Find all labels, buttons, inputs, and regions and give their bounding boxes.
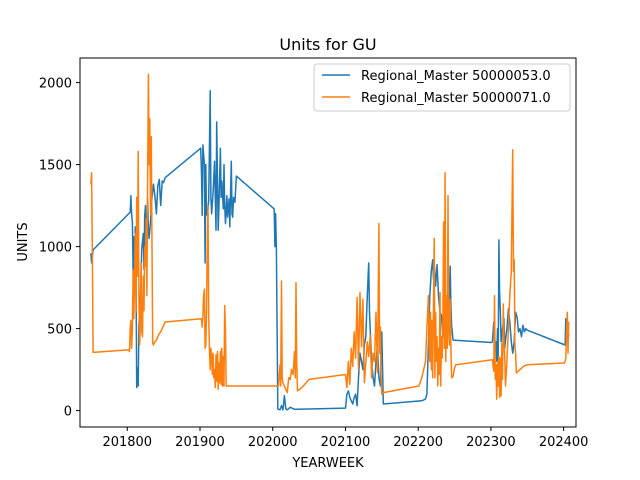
x-tick-label: 202300 bbox=[466, 435, 516, 450]
legend-box bbox=[313, 63, 571, 112]
y-tick-label: 1500 bbox=[39, 159, 72, 174]
legend-label-1: Regional_Master 50000053.0 bbox=[361, 69, 551, 84]
x-tick-label: 202200 bbox=[393, 435, 443, 450]
series-lines bbox=[90, 73, 570, 411]
y-axis-label: UNITS bbox=[16, 222, 31, 261]
legend: Regional_Master 50000053.0 Regional_Mast… bbox=[313, 63, 571, 112]
y-tick-label: 2000 bbox=[39, 77, 72, 92]
y-tick-label: 1000 bbox=[39, 241, 72, 256]
plot-frame bbox=[79, 57, 577, 428]
x-tick-label: 201900 bbox=[175, 435, 225, 450]
x-tick-label: 202100 bbox=[321, 435, 371, 450]
series-line-2 bbox=[90, 73, 570, 400]
x-axis-label: YEARWEEK bbox=[291, 456, 364, 471]
x-tick-label: 202000 bbox=[248, 435, 298, 450]
series-line-1 bbox=[90, 90, 570, 411]
x-tick-label: 202400 bbox=[539, 435, 589, 450]
x-tick-label: 201800 bbox=[102, 435, 152, 450]
legend-label-2: Regional_Master 50000071.0 bbox=[361, 91, 551, 106]
y-tick-label: 0 bbox=[64, 405, 72, 420]
chart-title: Units for GU bbox=[279, 35, 376, 54]
y-axis-ticks: 0 500 1000 1500 2000 bbox=[39, 77, 80, 420]
x-axis-ticks: 201800 201900 202000 202100 202200 202300 2024… bbox=[102, 427, 588, 450]
y-tick-label: 500 bbox=[47, 323, 72, 338]
